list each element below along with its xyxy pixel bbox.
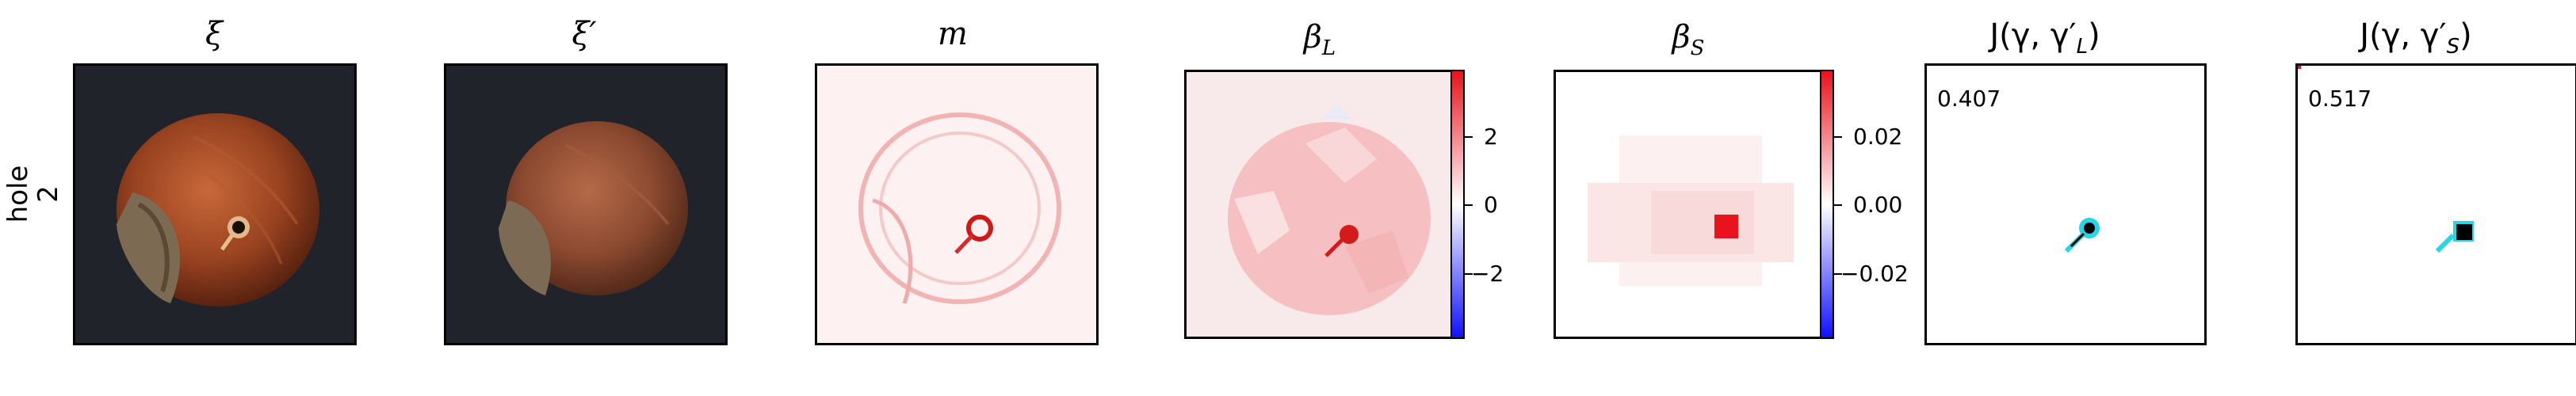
- score-j-s: 0.517: [2308, 86, 2372, 112]
- panel-title-xi: ξ: [204, 16, 224, 52]
- score-j-l: 0.407: [1937, 86, 2001, 112]
- colorbar-beta-s-tick-mark: [1834, 204, 1842, 206]
- image-m: [815, 63, 1099, 345]
- attribution-map-beta-l: [1228, 104, 1431, 315]
- colorbar-beta-l-tick-mark: [1465, 204, 1473, 206]
- colorbar-beta-s-tick: 0.00: [1853, 192, 1903, 218]
- colorbar-beta-l-tick-mark: [1465, 136, 1473, 138]
- panel-title-beta-l: βL: [1303, 19, 1336, 60]
- colorbar-beta-s: [1820, 70, 1834, 339]
- colorbar-beta-l: [1450, 70, 1465, 339]
- colorbar-beta-s-tick-mark: [1834, 273, 1842, 275]
- image-beta-l: [1184, 70, 1454, 339]
- colorbar-beta-s-tick: 0.02: [1853, 124, 1903, 150]
- row-label-index: 2: [32, 185, 64, 203]
- colorbar-beta-l-tick: 0: [1484, 192, 1498, 218]
- panel-title-xi-prime: ξ′: [571, 16, 597, 52]
- hazelnut-image: [117, 113, 319, 307]
- image-j-s: [2295, 63, 2576, 345]
- colorbar-beta-s-tick: −0.02: [1840, 261, 1909, 287]
- panel-title-j-s: J(γ, γ′S): [2360, 17, 2472, 59]
- anomaly-map-m: [858, 112, 1061, 304]
- overlap-map-j-s: [2298, 66, 2474, 253]
- image-beta-s: [1554, 70, 1823, 339]
- colorbar-beta-l-tick: −2: [1471, 261, 1504, 287]
- colorbar-beta-l-tick: 2: [1484, 124, 1498, 150]
- panel-title-beta-s: βS: [1672, 19, 1705, 60]
- colorbar-beta-s-tick-mark: [1834, 136, 1842, 138]
- image-j-l: [1924, 63, 2207, 345]
- row-label-name: hole: [2, 165, 34, 223]
- image-xi: [73, 63, 357, 345]
- row-label: hole 2: [2, 150, 64, 238]
- attribution-map-beta-s: [1588, 135, 1794, 286]
- panel-title-m: m: [938, 16, 968, 52]
- overlap-map-j-l: [2064, 218, 2100, 253]
- panel-title-j-l: J(γ, γ′L): [1989, 17, 2100, 59]
- hazelnut-image-reconstructed: [499, 121, 688, 295]
- colorbar-beta-l-tick-mark: [1465, 273, 1473, 275]
- image-xi-prime: [444, 63, 728, 345]
